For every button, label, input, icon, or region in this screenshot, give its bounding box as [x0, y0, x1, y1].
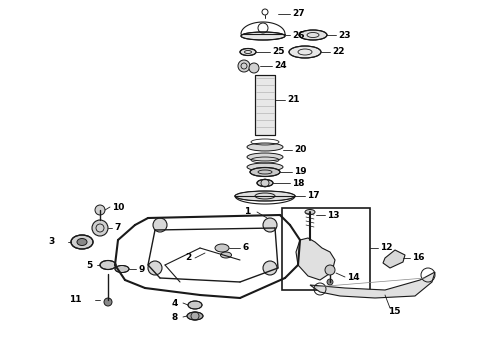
Text: 26: 26 [292, 31, 304, 40]
Circle shape [104, 298, 112, 306]
Bar [255, 75, 275, 135]
Ellipse shape [305, 210, 315, 215]
Text: 19: 19 [294, 167, 307, 176]
Text: 1: 1 [244, 207, 250, 216]
Bar [282, 208, 370, 290]
Ellipse shape [257, 180, 273, 186]
Text: 12: 12 [380, 243, 392, 252]
Text: 25: 25 [272, 48, 285, 57]
Circle shape [263, 261, 277, 275]
Circle shape [153, 218, 167, 232]
Text: 2: 2 [185, 253, 191, 262]
Text: 20: 20 [294, 145, 306, 154]
Ellipse shape [289, 46, 321, 58]
Polygon shape [383, 250, 405, 268]
Text: 16: 16 [412, 253, 424, 262]
Ellipse shape [100, 261, 116, 270]
Circle shape [148, 261, 162, 275]
Text: 10: 10 [112, 202, 124, 211]
Text: 13: 13 [327, 211, 340, 220]
Ellipse shape [240, 49, 256, 55]
Polygon shape [310, 272, 435, 298]
Ellipse shape [241, 32, 285, 40]
Ellipse shape [250, 167, 280, 176]
Text: 15: 15 [388, 307, 400, 316]
Text: 24: 24 [274, 62, 287, 71]
Text: 8: 8 [172, 312, 178, 321]
Text: 11: 11 [70, 296, 82, 305]
Text: 21: 21 [287, 95, 299, 104]
Text: 5: 5 [86, 261, 92, 270]
Ellipse shape [187, 312, 203, 320]
Text: 4: 4 [172, 298, 178, 307]
Circle shape [325, 265, 335, 275]
Circle shape [327, 279, 333, 285]
Text: 7: 7 [114, 224, 121, 233]
Text: 6: 6 [242, 243, 248, 252]
Ellipse shape [299, 30, 327, 40]
Text: 17: 17 [307, 192, 319, 201]
Ellipse shape [188, 301, 202, 309]
Circle shape [238, 60, 250, 72]
Text: 22: 22 [332, 48, 344, 57]
Ellipse shape [247, 143, 283, 151]
Circle shape [263, 218, 277, 232]
Text: 3: 3 [49, 238, 55, 247]
Ellipse shape [77, 238, 87, 246]
Circle shape [95, 205, 105, 215]
Ellipse shape [115, 266, 129, 273]
Ellipse shape [71, 235, 93, 249]
Bar [255, 75, 275, 135]
Text: 18: 18 [292, 179, 304, 188]
Text: 9: 9 [138, 265, 145, 274]
Text: 23: 23 [338, 31, 350, 40]
Circle shape [92, 220, 108, 236]
Ellipse shape [235, 191, 295, 201]
Ellipse shape [247, 163, 283, 171]
Ellipse shape [247, 153, 283, 161]
Ellipse shape [215, 244, 229, 252]
Circle shape [249, 63, 259, 73]
Text: 14: 14 [347, 273, 360, 282]
Ellipse shape [220, 252, 231, 258]
Polygon shape [296, 238, 335, 280]
Text: 27: 27 [292, 9, 305, 18]
